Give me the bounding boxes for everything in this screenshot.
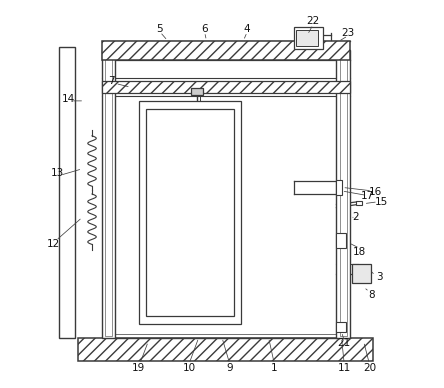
Bar	[337, 180, 341, 195]
Text: 10: 10	[182, 363, 196, 373]
Text: 5: 5	[157, 24, 163, 34]
Bar	[105, 52, 112, 336]
Text: 23: 23	[341, 28, 355, 38]
Text: 14: 14	[62, 94, 75, 104]
Text: 17: 17	[361, 191, 374, 201]
Bar	[102, 50, 115, 338]
Text: 19: 19	[132, 363, 145, 373]
Bar	[191, 88, 202, 95]
Text: 22: 22	[306, 16, 320, 26]
Bar	[340, 52, 347, 336]
Bar	[352, 264, 371, 283]
Bar	[147, 109, 234, 316]
Text: 21: 21	[337, 338, 351, 348]
Bar	[79, 338, 373, 361]
Bar	[102, 41, 350, 60]
Bar	[337, 322, 346, 332]
Text: 9: 9	[226, 363, 233, 373]
Text: 4: 4	[244, 24, 250, 34]
Text: 15: 15	[374, 197, 388, 207]
Bar	[297, 30, 318, 46]
Text: 13: 13	[51, 168, 64, 178]
Text: 11: 11	[337, 363, 351, 373]
Text: 18: 18	[353, 247, 366, 257]
Bar	[337, 233, 346, 248]
Bar	[337, 50, 350, 338]
Bar	[139, 101, 242, 324]
Bar	[102, 81, 350, 93]
Text: 12: 12	[47, 239, 60, 249]
Text: 7: 7	[108, 76, 115, 87]
Text: 8: 8	[368, 290, 375, 300]
Text: 20: 20	[363, 363, 376, 373]
Text: 1: 1	[271, 363, 278, 373]
Text: 3: 3	[376, 272, 382, 282]
Bar	[356, 201, 362, 205]
Bar	[294, 27, 323, 48]
Bar	[59, 47, 75, 338]
Text: 16: 16	[369, 187, 382, 197]
Text: 2: 2	[353, 212, 359, 222]
Text: 6: 6	[201, 24, 208, 34]
